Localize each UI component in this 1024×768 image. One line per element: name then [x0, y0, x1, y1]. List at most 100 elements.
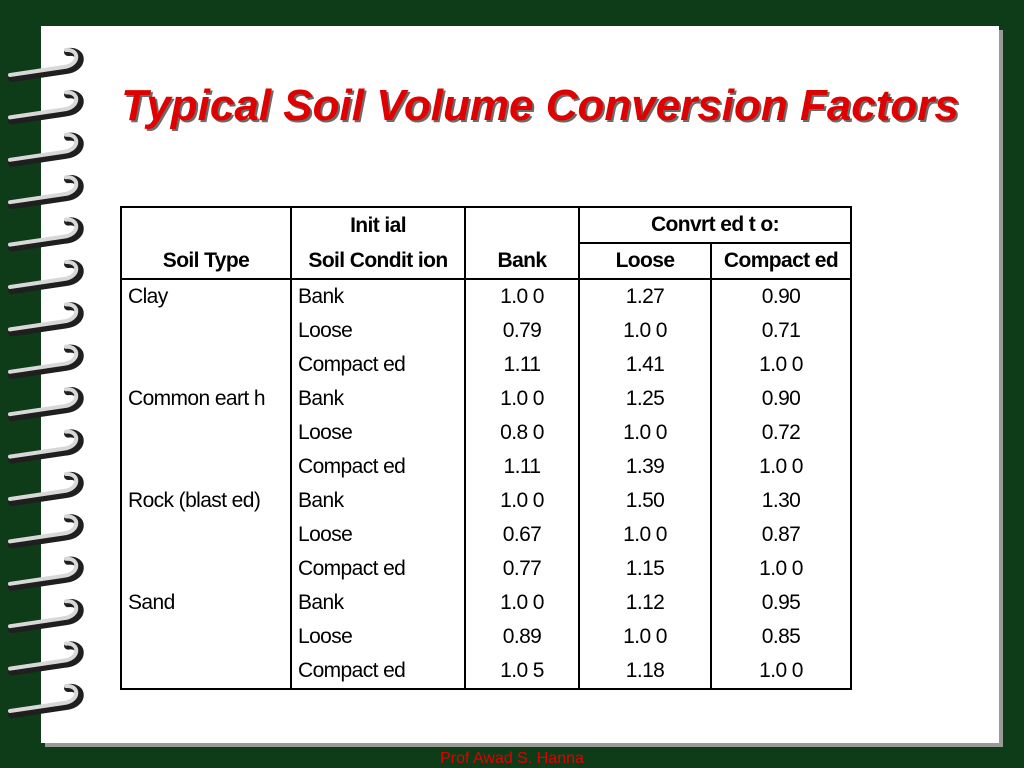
- cell-loose: 1.0 0: [578, 314, 711, 348]
- header-converted-to: Convrt ed t o:: [578, 207, 851, 244]
- binder-ring: [8, 344, 84, 379]
- binder-ring: [8, 259, 84, 294]
- cell-loose: 1.18: [578, 654, 711, 689]
- binder-ring: [8, 387, 84, 422]
- cell-soil-type: [121, 314, 291, 348]
- cell-compacted: 0.90: [710, 279, 851, 314]
- binder-ring: [8, 556, 84, 591]
- binder-ring: [8, 471, 84, 506]
- binder-ring: [8, 514, 84, 549]
- header-initial-line2: Soil Condit ion: [290, 243, 465, 279]
- cell-bank: 1.0 0: [464, 586, 579, 620]
- cell-compacted: 0.85: [710, 620, 851, 654]
- cell-loose: 1.15: [578, 552, 711, 586]
- footer-author: Prof Awad S. Hanna: [440, 750, 584, 767]
- cell-loose: 1.41: [578, 348, 711, 382]
- table-row: Loose 0.8 0 1.0 0 0.72: [121, 416, 851, 450]
- cell-bank: 1.11: [464, 348, 579, 382]
- binder-ring: [8, 175, 84, 210]
- cell-bank: 1.11: [464, 450, 579, 484]
- binder-ring: [8, 683, 84, 718]
- cell-loose: 1.25: [578, 382, 711, 416]
- cell-soil-type: Common eart h: [128, 387, 266, 410]
- cell-condition: Bank: [290, 484, 465, 518]
- cell-loose: 1.50: [578, 484, 711, 518]
- cell-soil-type: [121, 620, 291, 654]
- cell-bank: 1.0 0: [464, 279, 579, 314]
- cell-compacted: 0.87: [710, 518, 851, 552]
- binder-ring: [8, 302, 84, 337]
- cell-soil-type: [121, 416, 291, 450]
- cell-compacted: 1.0 0: [710, 450, 851, 484]
- cell-compacted: 0.95: [710, 586, 851, 620]
- cell-soil-type: [121, 450, 291, 484]
- header-soil-type: Soil Type: [162, 248, 250, 272]
- cell-loose: 1.0 0: [578, 620, 711, 654]
- header-bank-spacer: [464, 207, 579, 243]
- table-row: Loose 0.67 1.0 0 0.87: [121, 518, 851, 552]
- table-row: Sand Bank 1.0 0 1.12 0.95: [121, 586, 851, 620]
- header-bank: Bank: [464, 243, 579, 279]
- cell-condition: Compact ed: [290, 654, 465, 689]
- cell-condition: Compact ed: [290, 348, 465, 382]
- cell-compacted: 0.71: [710, 314, 851, 348]
- table-row: Clay Bank 1.0 0 1.27 0.90: [121, 279, 851, 314]
- binder-ring: [8, 641, 84, 676]
- cell-condition: Bank: [290, 586, 465, 620]
- cell-compacted: 1.30: [710, 484, 851, 518]
- cell-condition: Loose: [290, 314, 465, 348]
- binder-ring: [8, 90, 84, 125]
- cell-loose: 1.0 0: [578, 518, 711, 552]
- cell-bank: 0.8 0: [464, 416, 579, 450]
- cell-loose: 1.39: [578, 450, 711, 484]
- binder-ring: [8, 132, 84, 167]
- cell-condition: Bank: [290, 279, 465, 314]
- header-compacted: Compact ed: [710, 243, 851, 279]
- table-row: Compact ed 0.77 1.15 1.0 0: [121, 552, 851, 586]
- binder-rings: [8, 47, 84, 718]
- cell-soil-type: Rock (blast ed): [128, 489, 261, 512]
- cell-bank: 1.0 5: [464, 654, 579, 689]
- cell-compacted: 0.90: [710, 382, 851, 416]
- header-initial-line1: Init ial: [290, 207, 465, 243]
- cell-condition: Loose: [290, 620, 465, 654]
- binder-ring: [8, 217, 84, 252]
- cell-soil-type: [121, 348, 291, 382]
- table-row: Loose 0.79 1.0 0 0.71: [121, 314, 851, 348]
- table-row: Compact ed 1.11 1.41 1.0 0: [121, 348, 851, 382]
- header-loose: Loose: [578, 243, 711, 279]
- cell-bank: 1.0 0: [464, 484, 579, 518]
- cell-condition: Loose: [290, 518, 465, 552]
- cell-soil-type: [121, 552, 291, 586]
- cell-condition: Compact ed: [290, 552, 465, 586]
- table-row: Compact ed 1.11 1.39 1.0 0: [121, 450, 851, 484]
- conversion-table: Init ial Convrt ed t o: Soil Type Soil C…: [120, 206, 852, 690]
- cell-bank: 0.67: [464, 518, 579, 552]
- cell-loose: 1.0 0: [578, 416, 711, 450]
- table-row: Common eart h Bank 1.0 0 1.25 0.90: [121, 382, 851, 416]
- cell-condition: Bank: [290, 382, 465, 416]
- header-soil-type-spacer: [121, 207, 291, 243]
- cell-bank: 0.79: [464, 314, 579, 348]
- cell-soil-type: Clay: [128, 285, 168, 308]
- slide-title: Typical Soil Volume Conversion Factors: [121, 81, 959, 130]
- cell-soil-type: [121, 518, 291, 552]
- cell-loose: 1.27: [578, 279, 711, 314]
- cell-compacted: 1.0 0: [710, 654, 851, 689]
- table-row: Loose 0.89 1.0 0 0.85: [121, 620, 851, 654]
- binder-ring: [8, 47, 84, 82]
- table-row: Compact ed 1.0 5 1.18 1.0 0: [121, 654, 851, 689]
- cell-bank: 0.89: [464, 620, 579, 654]
- binder-ring: [8, 599, 84, 634]
- table-row: Rock (blast ed) Bank 1.0 0 1.50 1.30: [121, 484, 851, 518]
- cell-condition: Compact ed: [290, 450, 465, 484]
- cell-soil-type: [121, 654, 291, 689]
- cell-bank: 0.77: [464, 552, 579, 586]
- cell-compacted: 1.0 0: [710, 552, 851, 586]
- cell-condition: Loose: [290, 416, 465, 450]
- cell-compacted: 1.0 0: [710, 348, 851, 382]
- binder-ring: [8, 429, 84, 464]
- cell-soil-type: Sand: [128, 591, 175, 614]
- cell-bank: 1.0 0: [464, 382, 579, 416]
- cell-compacted: 0.72: [710, 416, 851, 450]
